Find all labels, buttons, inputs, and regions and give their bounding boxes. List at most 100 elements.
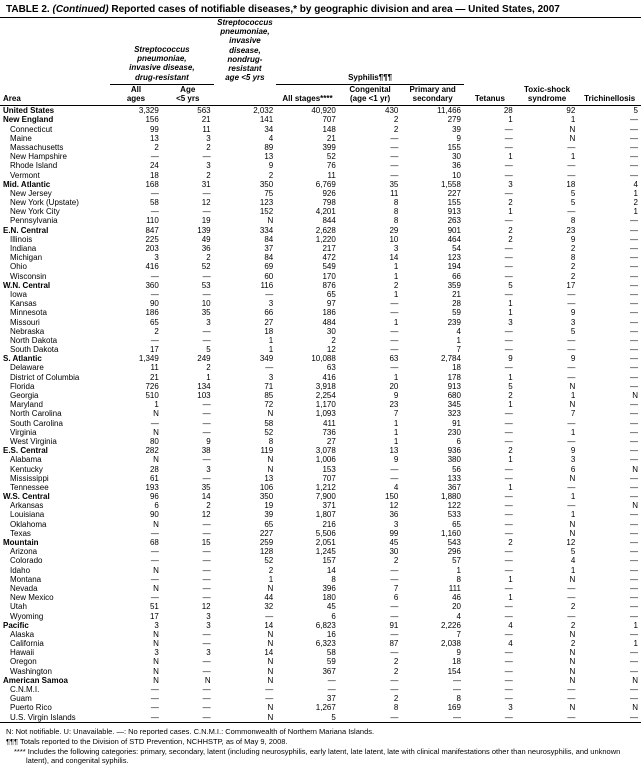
data-cell: 2 xyxy=(162,253,214,262)
title-rest: Reported cases of notifiable diseases,* … xyxy=(109,4,560,15)
data-cell: — xyxy=(464,189,516,198)
table-row: Pacific33146,823912,226421 xyxy=(0,621,641,630)
data-cell: 1 xyxy=(464,593,516,602)
data-cell: — xyxy=(162,713,214,722)
data-cell: 2,784 xyxy=(401,354,464,363)
data-cell: 282 xyxy=(110,446,162,455)
data-cell: 92 xyxy=(516,106,579,116)
data-cell: 37 xyxy=(214,244,277,253)
data-cell: 6 xyxy=(516,465,579,474)
data-cell: — xyxy=(162,455,214,464)
data-cell: — xyxy=(578,648,641,657)
data-cell: 9 xyxy=(339,391,402,400)
data-cell: 2 xyxy=(464,391,516,400)
data-cell: 1 xyxy=(578,639,641,648)
data-cell: — xyxy=(578,115,641,124)
data-cell: — xyxy=(516,685,579,694)
area-cell: North Dakota xyxy=(0,336,110,345)
data-cell: 13 xyxy=(339,446,402,455)
data-cell: 155 xyxy=(401,198,464,207)
data-cell: 8 xyxy=(276,575,339,584)
data-cell: 464 xyxy=(401,235,464,244)
data-cell: — xyxy=(162,189,214,198)
data-cell: 85 xyxy=(214,391,277,400)
data-cell: — xyxy=(162,639,214,648)
data-cell: 2 xyxy=(516,639,579,648)
area-cell: New England xyxy=(0,115,110,124)
data-cell: 29 xyxy=(339,226,402,235)
table-row: Missouri65327484123933— xyxy=(0,318,641,327)
data-cell: — xyxy=(110,575,162,584)
data-cell: N xyxy=(516,676,579,685)
data-cell: 28 xyxy=(401,299,464,308)
hdr-strep-inv: Streptococcus pneumoniae, invasive disea… xyxy=(110,18,214,85)
data-cell: N xyxy=(110,428,162,437)
data-cell: 8 xyxy=(339,216,402,225)
data-cell: — xyxy=(464,529,516,538)
data-cell: — xyxy=(162,593,214,602)
data-cell: — xyxy=(162,336,214,345)
data-cell: 8 xyxy=(516,216,579,225)
table-row: Louisiana9012391,80736533—1— xyxy=(0,510,641,519)
data-cell: 2 xyxy=(339,281,402,290)
data-cell: 38 xyxy=(162,446,214,455)
data-cell: 926 xyxy=(276,189,339,198)
data-cell: 133 xyxy=(401,474,464,483)
area-cell: New Mexico xyxy=(0,593,110,602)
data-cell: 9 xyxy=(339,455,402,464)
data-cell: 5,506 xyxy=(276,529,339,538)
data-cell: — xyxy=(162,584,214,593)
data-cell: — xyxy=(516,363,579,372)
data-cell: N xyxy=(110,630,162,639)
table-row: Iowa———65121——— xyxy=(0,290,641,299)
hdr-area: Area xyxy=(0,84,110,105)
data-cell: 367 xyxy=(401,483,464,492)
data-cell: — xyxy=(464,345,516,354)
table-row: S. Atlantic1,34924934910,088632,78499— xyxy=(0,354,641,363)
data-cell: N xyxy=(578,465,641,474)
data-cell: 1 xyxy=(464,115,516,124)
area-cell: Guam xyxy=(0,694,110,703)
data-cell: 2,032 xyxy=(214,106,277,116)
data-cell: 65 xyxy=(276,290,339,299)
data-cell: — xyxy=(578,400,641,409)
data-cell: 203 xyxy=(110,244,162,253)
data-cell: N xyxy=(110,657,162,666)
area-cell: E.N. Central xyxy=(0,226,110,235)
data-cell: N xyxy=(214,630,277,639)
area-cell: Alabama xyxy=(0,455,110,464)
table-row: United States3,3295632,03240,92043011,46… xyxy=(0,106,641,116)
data-cell: — xyxy=(578,235,641,244)
data-cell: — xyxy=(578,529,641,538)
area-cell: Illinois xyxy=(0,235,110,244)
data-cell: 157 xyxy=(276,556,339,565)
data-cell: — xyxy=(401,676,464,685)
data-cell: — xyxy=(464,428,516,437)
data-cell: 5 xyxy=(162,345,214,354)
data-cell: 2 xyxy=(214,171,277,180)
data-cell: — xyxy=(110,547,162,556)
data-cell: 3 xyxy=(162,161,214,170)
data-cell: — xyxy=(464,602,516,611)
data-cell: N xyxy=(162,676,214,685)
data-cell: 2 xyxy=(339,125,402,134)
data-cell: — xyxy=(339,630,402,639)
area-cell: Montana xyxy=(0,575,110,584)
data-cell: 936 xyxy=(401,446,464,455)
table-row: C.N.M.I.————————— xyxy=(0,685,641,694)
data-cell: — xyxy=(339,345,402,354)
data-cell: — xyxy=(339,685,402,694)
data-cell: — xyxy=(214,290,277,299)
data-cell: N xyxy=(516,703,579,712)
data-cell: — xyxy=(162,529,214,538)
data-cell: 32 xyxy=(214,602,277,611)
data-cell: 323 xyxy=(401,409,464,418)
data-cell: — xyxy=(276,676,339,685)
data-cell: 13 xyxy=(214,474,277,483)
data-cell: 18 xyxy=(401,363,464,372)
area-cell: New Hampshire xyxy=(0,152,110,161)
data-cell: 35 xyxy=(162,308,214,317)
table-row: American SamoaNNN————NN xyxy=(0,676,641,685)
data-cell: 2 xyxy=(516,244,579,253)
data-cell: 148 xyxy=(276,125,339,134)
